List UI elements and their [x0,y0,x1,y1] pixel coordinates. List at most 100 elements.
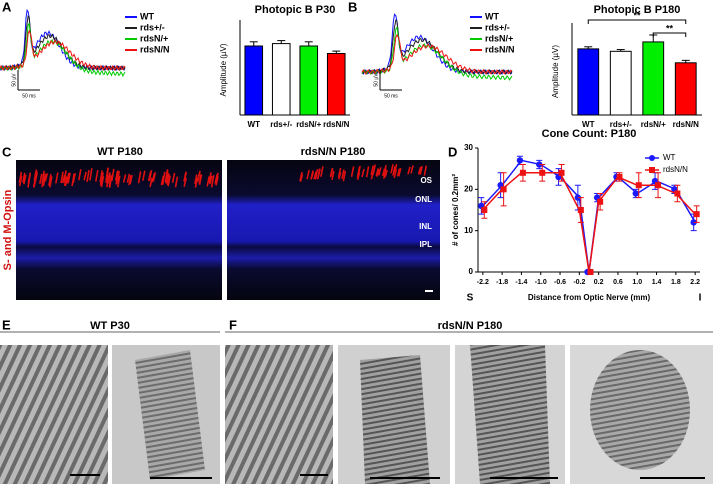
series-line [482,159,696,273]
erg-trace [361,33,513,76]
micrograph [225,345,333,484]
micrograph-title: rdsN/N P180 [301,146,366,158]
panel-label: F [229,317,237,332]
marker [519,169,526,176]
cone [115,170,120,182]
chart-title: Photopic B P30 [255,4,336,16]
cone [95,170,99,182]
x-tick-label: WT [582,120,595,129]
cone [161,171,166,185]
cone [128,175,132,186]
x-tick-label: -0.2 [573,279,585,286]
x-tick-label: rdsN/N [323,120,349,129]
cone [160,175,165,186]
cone [34,172,39,182]
significance-label: ** [633,10,641,20]
y-tick-label: 0 [469,267,474,276]
panel-label: E [2,317,11,332]
y-axis-label: Amplitude (µV) [551,45,560,98]
cone [306,169,310,180]
cone [105,167,109,181]
cone [129,174,133,185]
bar [326,53,346,116]
marker [558,169,565,176]
micrograph-detail [590,350,690,470]
cone [378,167,382,176]
chart-title: Cone Count: P180 [542,128,637,140]
cone [44,173,49,182]
legend-label: rdsN/+ [140,33,168,43]
cone [18,175,23,187]
side-label: S- and M-Opsin [2,189,14,270]
cone [313,171,317,180]
micrographs-f [225,331,713,484]
cone [397,168,402,177]
cone [392,166,396,176]
cone [410,165,414,174]
cone [206,176,210,187]
cone [370,171,375,180]
x-tick-label: 1.0 [632,279,642,286]
legend-label: rds+/- [485,22,510,32]
scale-label: 50 µV [11,73,17,87]
cone [22,172,26,183]
cone [314,168,319,180]
layer-label: ONL [415,195,432,204]
x-tick-label: 2.2 [690,279,700,286]
cone [126,173,131,183]
layer-label: INL [419,222,432,231]
micrograph-title: rdsN/N P180 [438,320,503,332]
series-line [482,172,696,273]
cone [197,170,201,181]
cone [167,175,171,187]
cone [341,169,345,179]
x-tick-label: WT [248,120,261,129]
x-tick-label: rdsN/N [673,120,699,129]
erg-trace [0,29,126,72]
cone [390,164,394,174]
legend-label: WT [140,11,154,21]
scale-bar [425,290,433,292]
cone [393,163,398,173]
cone [100,172,104,185]
cone [72,173,77,183]
cone [198,174,203,185]
cone [39,173,43,184]
cone [111,168,115,182]
cone [60,171,64,184]
cone [419,165,423,175]
panel-label: C [2,144,12,159]
scale-label: 50 µV [373,73,379,87]
y-tick-label: 30 [464,143,473,152]
marker [635,182,642,189]
cone [106,175,110,188]
x-tick-label: 1.4 [652,279,662,286]
cone [183,171,187,182]
x-tick-label: rds+/- [270,120,292,129]
x-tick-label: -2.2 [477,279,489,286]
cone [27,172,32,184]
marker [587,269,594,275]
cone [99,170,103,183]
cone [174,176,179,188]
marker [539,169,546,176]
panel-label: D [448,144,457,159]
marker [597,198,604,205]
legend-label: rdsN/+ [485,33,513,43]
cone [49,176,53,188]
y-axis-label: # of cones/ 0.2mm² [451,174,460,246]
cone [423,165,428,176]
x-tick-label: 0.2 [594,279,604,286]
y-tick-label: 20 [464,184,473,193]
cone [78,169,82,181]
bar [577,48,600,116]
cone [166,174,171,186]
x-tick-label: -0.6 [554,279,566,286]
bar [299,45,319,116]
x-tick-label: -1.4 [515,279,527,286]
cone [209,175,213,185]
scale-label: 50 ms [384,93,398,99]
cone [194,177,199,188]
cone [67,172,71,184]
marker [500,186,507,193]
